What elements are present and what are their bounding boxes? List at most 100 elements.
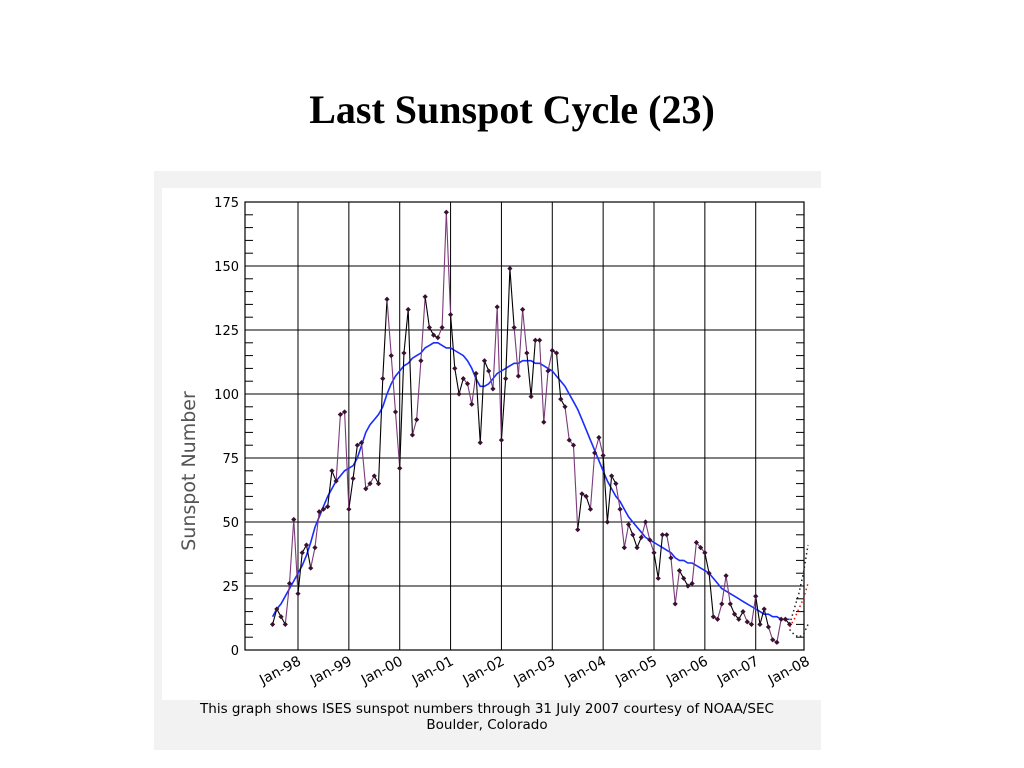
monthly-segment <box>492 306 498 389</box>
monthly-point <box>748 621 755 627</box>
y-tick-label: 125 <box>214 324 239 339</box>
monthly-point <box>392 409 399 415</box>
monthly-segment <box>530 340 536 397</box>
monthly-point <box>384 296 390 302</box>
monthly-point <box>498 437 505 443</box>
monthly-point <box>634 545 640 551</box>
monthly-point <box>592 450 598 456</box>
monthly-segment <box>293 519 299 594</box>
monthly-segment <box>314 511 320 548</box>
y-tick-label: 150 <box>214 260 239 275</box>
chart-caption: This graph shows ISES sunspot numbers th… <box>162 701 812 733</box>
monthly-segment <box>763 608 769 628</box>
monthly-segment <box>386 299 392 356</box>
monthly-point <box>490 386 496 392</box>
monthly-point <box>291 516 297 523</box>
monthly-segment <box>674 570 680 604</box>
y-tick-label: 0 <box>231 644 239 659</box>
chart-panel: 0 25 50 75 100 125 150 175 Jan-98 Jan-99 Jan-00 Ja… <box>154 171 821 750</box>
monthly-point <box>659 532 666 538</box>
monthly-segment <box>691 542 697 584</box>
monthly-point <box>617 506 623 512</box>
monthly-segment <box>471 373 477 405</box>
monthly-segment <box>755 596 761 625</box>
monthly-segment <box>589 452 596 510</box>
y-tick-label: 100 <box>214 388 239 403</box>
monthly-segment <box>704 552 710 574</box>
monthly-segment <box>750 596 757 625</box>
monthly-segment <box>721 575 727 605</box>
monthly-segment <box>649 539 655 553</box>
monthly-segment <box>644 521 651 541</box>
monthly-point <box>278 614 284 620</box>
monthly-point <box>604 519 610 525</box>
monthly-segment <box>708 573 714 617</box>
monthly-segment <box>416 360 422 420</box>
monthly-segment <box>598 437 604 456</box>
monthly-segment <box>441 212 447 328</box>
monthly-point <box>702 550 708 556</box>
monthly-point <box>774 639 780 645</box>
monthly-point <box>286 580 293 587</box>
monthly-point <box>736 616 742 622</box>
monthly-point <box>532 337 538 343</box>
series-layer <box>269 209 809 645</box>
monthly-segment <box>539 340 545 423</box>
monthly-point <box>456 391 462 397</box>
monthly-point <box>464 381 471 387</box>
monthly-point <box>681 575 687 581</box>
monthly-segment <box>653 552 659 579</box>
prediction-line <box>788 583 809 628</box>
monthly-point <box>282 621 288 627</box>
monthly-point <box>613 481 619 487</box>
monthly-segment <box>284 583 291 625</box>
monthly-point <box>422 294 428 300</box>
monthly-segment <box>602 455 608 523</box>
monthly-point <box>397 465 403 471</box>
y-axis-label: Sunspot Number <box>178 391 200 551</box>
monthly-point <box>477 440 483 446</box>
monthly-segment <box>500 378 507 441</box>
monthly-point <box>269 621 276 627</box>
monthly-segment <box>394 411 401 469</box>
monthly-segment <box>348 478 354 510</box>
monthly-point <box>710 614 716 620</box>
monthly-point <box>507 265 513 272</box>
monthly-point <box>528 393 534 400</box>
monthly-point <box>609 473 615 479</box>
monthly-segment <box>522 309 528 354</box>
monthly-point <box>642 519 649 525</box>
monthly-point <box>575 527 581 533</box>
monthly-point <box>625 521 632 528</box>
monthly-segment <box>377 378 384 484</box>
monthly-point <box>274 606 280 612</box>
monthly-point <box>435 335 441 341</box>
monthly-point <box>308 565 314 571</box>
monthly-point <box>511 324 517 331</box>
monthly-segment <box>615 483 621 510</box>
y-tick-label: 175 <box>214 196 239 211</box>
monthly-segment <box>670 557 676 604</box>
monthly-point <box>647 537 653 543</box>
monthly-point <box>295 591 301 597</box>
monthly-point <box>409 432 416 438</box>
monthly-point <box>723 573 729 579</box>
monthly-segment <box>454 368 460 395</box>
monthly-point <box>719 601 725 607</box>
smoothed-series-line <box>271 342 790 621</box>
monthly-segment <box>666 534 672 558</box>
plot-background <box>162 188 821 700</box>
monthly-segment <box>424 296 430 328</box>
monthly-point <box>689 580 695 587</box>
monthly-point <box>706 570 712 576</box>
monthly-point <box>536 337 543 343</box>
monthly-segment <box>496 306 502 441</box>
monthly-segment <box>657 534 664 579</box>
monthly-segment <box>327 470 333 507</box>
monthly-point <box>439 324 445 331</box>
caption-line-2: Boulder, Colorado <box>426 717 548 733</box>
monthly-segment <box>488 370 494 390</box>
monthly-point <box>753 593 759 599</box>
monthly-point <box>765 624 772 630</box>
monthly-point <box>651 550 657 556</box>
